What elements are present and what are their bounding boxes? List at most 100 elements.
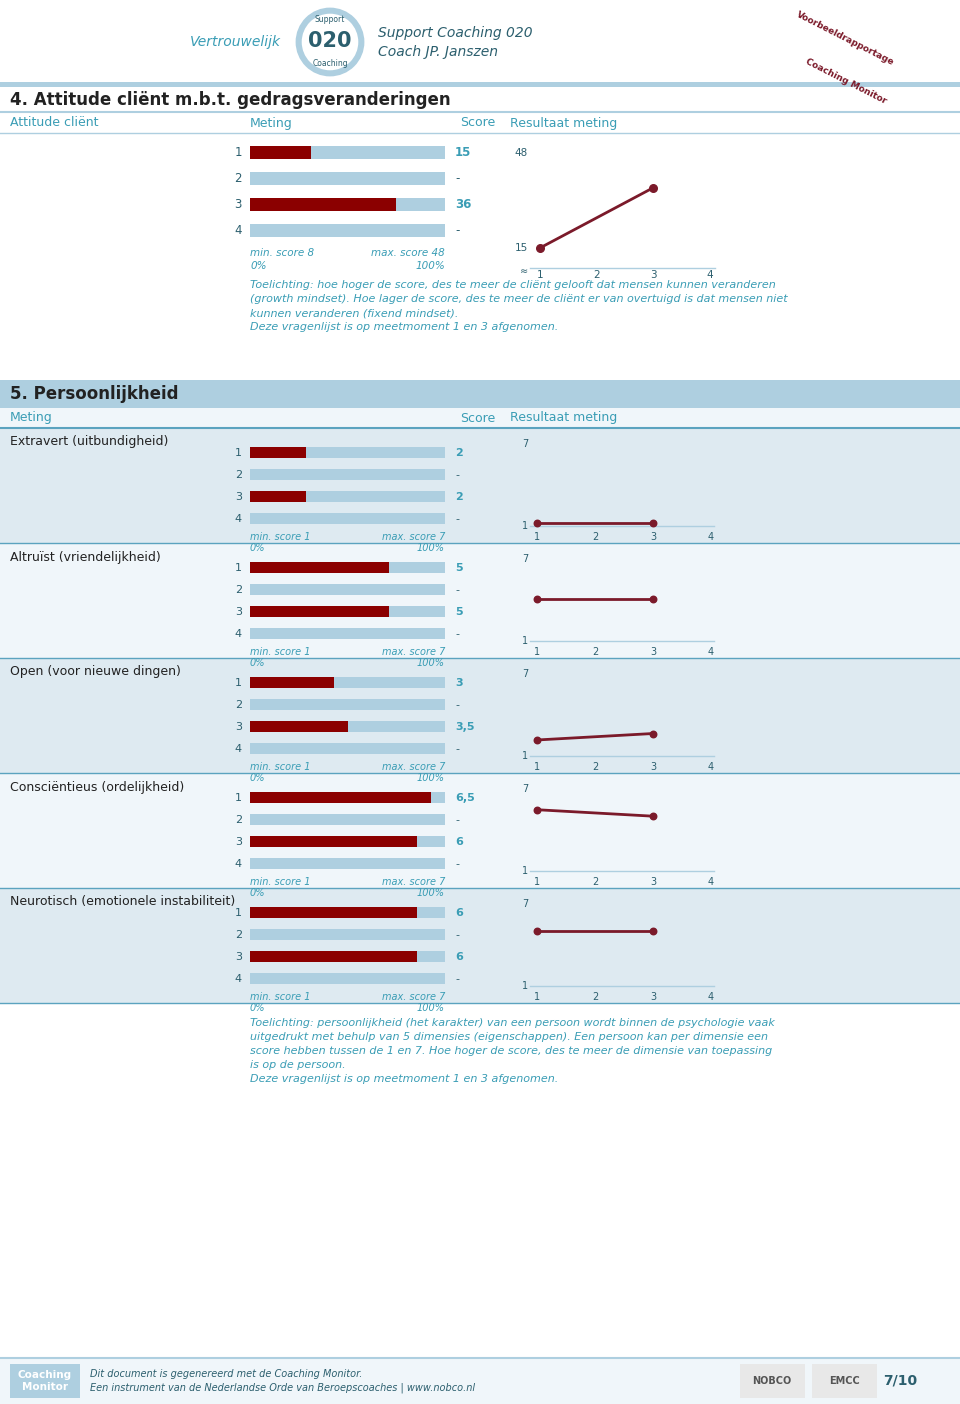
Point bbox=[645, 722, 660, 744]
Bar bbox=[250, 562, 445, 573]
Text: 1: 1 bbox=[235, 678, 242, 688]
Text: 6: 6 bbox=[455, 837, 463, 847]
Text: 1: 1 bbox=[522, 866, 528, 876]
Text: 4: 4 bbox=[708, 532, 714, 542]
Bar bbox=[0, 887, 960, 1002]
Text: 4: 4 bbox=[708, 647, 714, 657]
Bar bbox=[250, 858, 445, 869]
Text: 3: 3 bbox=[650, 647, 656, 657]
Text: 4: 4 bbox=[708, 878, 714, 887]
Point bbox=[529, 920, 544, 942]
Text: 1: 1 bbox=[522, 751, 528, 761]
Bar bbox=[250, 469, 445, 480]
Text: 6,5: 6,5 bbox=[455, 793, 475, 803]
Text: 0%: 0% bbox=[250, 887, 266, 899]
Text: 4: 4 bbox=[235, 859, 242, 869]
Text: 2: 2 bbox=[234, 173, 242, 185]
Bar bbox=[250, 491, 445, 503]
Text: -: - bbox=[455, 814, 459, 826]
Bar bbox=[0, 380, 960, 409]
Bar bbox=[250, 677, 445, 688]
Bar bbox=[10, 1365, 80, 1398]
Text: Coaching
Monitor: Coaching Monitor bbox=[18, 1370, 72, 1393]
Text: Coaching Monitor: Coaching Monitor bbox=[804, 56, 887, 105]
Text: 7/10: 7/10 bbox=[883, 1375, 917, 1389]
Text: 3: 3 bbox=[650, 270, 657, 279]
Text: -: - bbox=[455, 470, 459, 480]
Text: 3: 3 bbox=[650, 993, 656, 1002]
Bar bbox=[0, 428, 960, 543]
Text: min. score 1: min. score 1 bbox=[250, 762, 310, 772]
Bar bbox=[250, 198, 396, 211]
Text: 5: 5 bbox=[455, 563, 463, 573]
Text: 3: 3 bbox=[235, 952, 242, 962]
Text: max. score 7: max. score 7 bbox=[382, 993, 445, 1002]
Text: max. score 7: max. score 7 bbox=[382, 878, 445, 887]
Text: 1: 1 bbox=[235, 908, 242, 918]
Bar bbox=[250, 607, 390, 616]
Text: max. score 7: max. score 7 bbox=[382, 647, 445, 657]
Bar bbox=[0, 774, 960, 887]
Text: Een instrument van de Nederlandse Orde van Beroepscoaches | www.nobco.nl: Een instrument van de Nederlandse Orde v… bbox=[90, 1383, 475, 1393]
Text: 3: 3 bbox=[235, 722, 242, 731]
Bar bbox=[250, 929, 445, 941]
Text: 4: 4 bbox=[234, 225, 242, 237]
Text: min. score 1: min. score 1 bbox=[250, 993, 310, 1002]
Text: 2: 2 bbox=[235, 585, 242, 595]
Bar bbox=[250, 792, 445, 803]
Text: 2: 2 bbox=[455, 491, 463, 503]
Bar bbox=[0, 0, 960, 81]
Text: max. score 7: max. score 7 bbox=[382, 532, 445, 542]
Text: -: - bbox=[455, 859, 459, 869]
Text: 2: 2 bbox=[592, 647, 598, 657]
Text: Vertrouwelijk: Vertrouwelijk bbox=[189, 35, 280, 49]
Text: -: - bbox=[455, 744, 459, 754]
Text: 2: 2 bbox=[235, 929, 242, 941]
Text: Consciëntieus (ordelijkheid): Consciëntieus (ordelijkheid) bbox=[10, 781, 184, 793]
Text: 4. Attitude cliënt m.b.t. gedragsveranderingen: 4. Attitude cliënt m.b.t. gedragsverande… bbox=[10, 91, 450, 110]
Text: 2: 2 bbox=[592, 762, 598, 772]
Text: 3: 3 bbox=[650, 878, 656, 887]
Text: 15: 15 bbox=[515, 243, 528, 253]
Bar bbox=[0, 112, 960, 133]
Circle shape bbox=[297, 8, 363, 74]
Text: 7: 7 bbox=[521, 553, 528, 563]
Text: min. score 8: min. score 8 bbox=[250, 249, 314, 258]
Text: 2: 2 bbox=[235, 701, 242, 710]
Text: 4: 4 bbox=[707, 270, 713, 279]
Text: 0%: 0% bbox=[250, 658, 266, 668]
Point bbox=[645, 588, 660, 611]
Bar bbox=[250, 835, 418, 847]
Text: 4: 4 bbox=[708, 762, 714, 772]
Text: Dit document is gegenereerd met de Coaching Monitor.: Dit document is gegenereerd met de Coach… bbox=[90, 1369, 362, 1379]
Text: NOBCO: NOBCO bbox=[753, 1376, 792, 1386]
Text: 100%: 100% bbox=[417, 887, 445, 899]
Text: 2: 2 bbox=[235, 814, 242, 826]
Text: -: - bbox=[455, 514, 459, 524]
Bar bbox=[0, 81, 960, 87]
Point bbox=[645, 511, 660, 534]
Bar bbox=[250, 562, 390, 573]
Text: 7: 7 bbox=[521, 438, 528, 449]
Text: 100%: 100% bbox=[417, 658, 445, 668]
Bar bbox=[250, 584, 445, 595]
Text: 1: 1 bbox=[537, 270, 543, 279]
Text: 15: 15 bbox=[455, 146, 471, 160]
Text: 1: 1 bbox=[534, 993, 540, 1002]
Text: Open (voor nieuwe dingen): Open (voor nieuwe dingen) bbox=[10, 665, 180, 678]
Text: 1: 1 bbox=[522, 636, 528, 646]
Bar bbox=[250, 146, 311, 159]
Text: 2: 2 bbox=[235, 470, 242, 480]
Bar bbox=[812, 1365, 877, 1398]
Bar bbox=[250, 198, 445, 211]
Text: Neurotisch (emotionele instabiliteit): Neurotisch (emotionele instabiliteit) bbox=[10, 896, 235, 908]
Bar bbox=[250, 225, 445, 237]
Text: 1: 1 bbox=[235, 448, 242, 458]
Bar bbox=[250, 699, 445, 710]
Bar bbox=[250, 951, 445, 962]
Text: 0%: 0% bbox=[250, 261, 267, 271]
Text: -: - bbox=[455, 585, 459, 595]
Bar bbox=[250, 146, 445, 159]
Text: EMCC: EMCC bbox=[828, 1376, 859, 1386]
Text: 100%: 100% bbox=[416, 261, 445, 271]
